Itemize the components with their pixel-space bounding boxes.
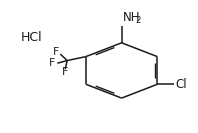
Text: NH: NH [123,11,140,24]
Text: F: F [53,47,59,57]
Text: 2: 2 [136,16,141,25]
Text: HCl: HCl [20,31,42,44]
Text: F: F [49,58,56,68]
Text: Cl: Cl [175,78,187,91]
Text: F: F [62,67,68,77]
